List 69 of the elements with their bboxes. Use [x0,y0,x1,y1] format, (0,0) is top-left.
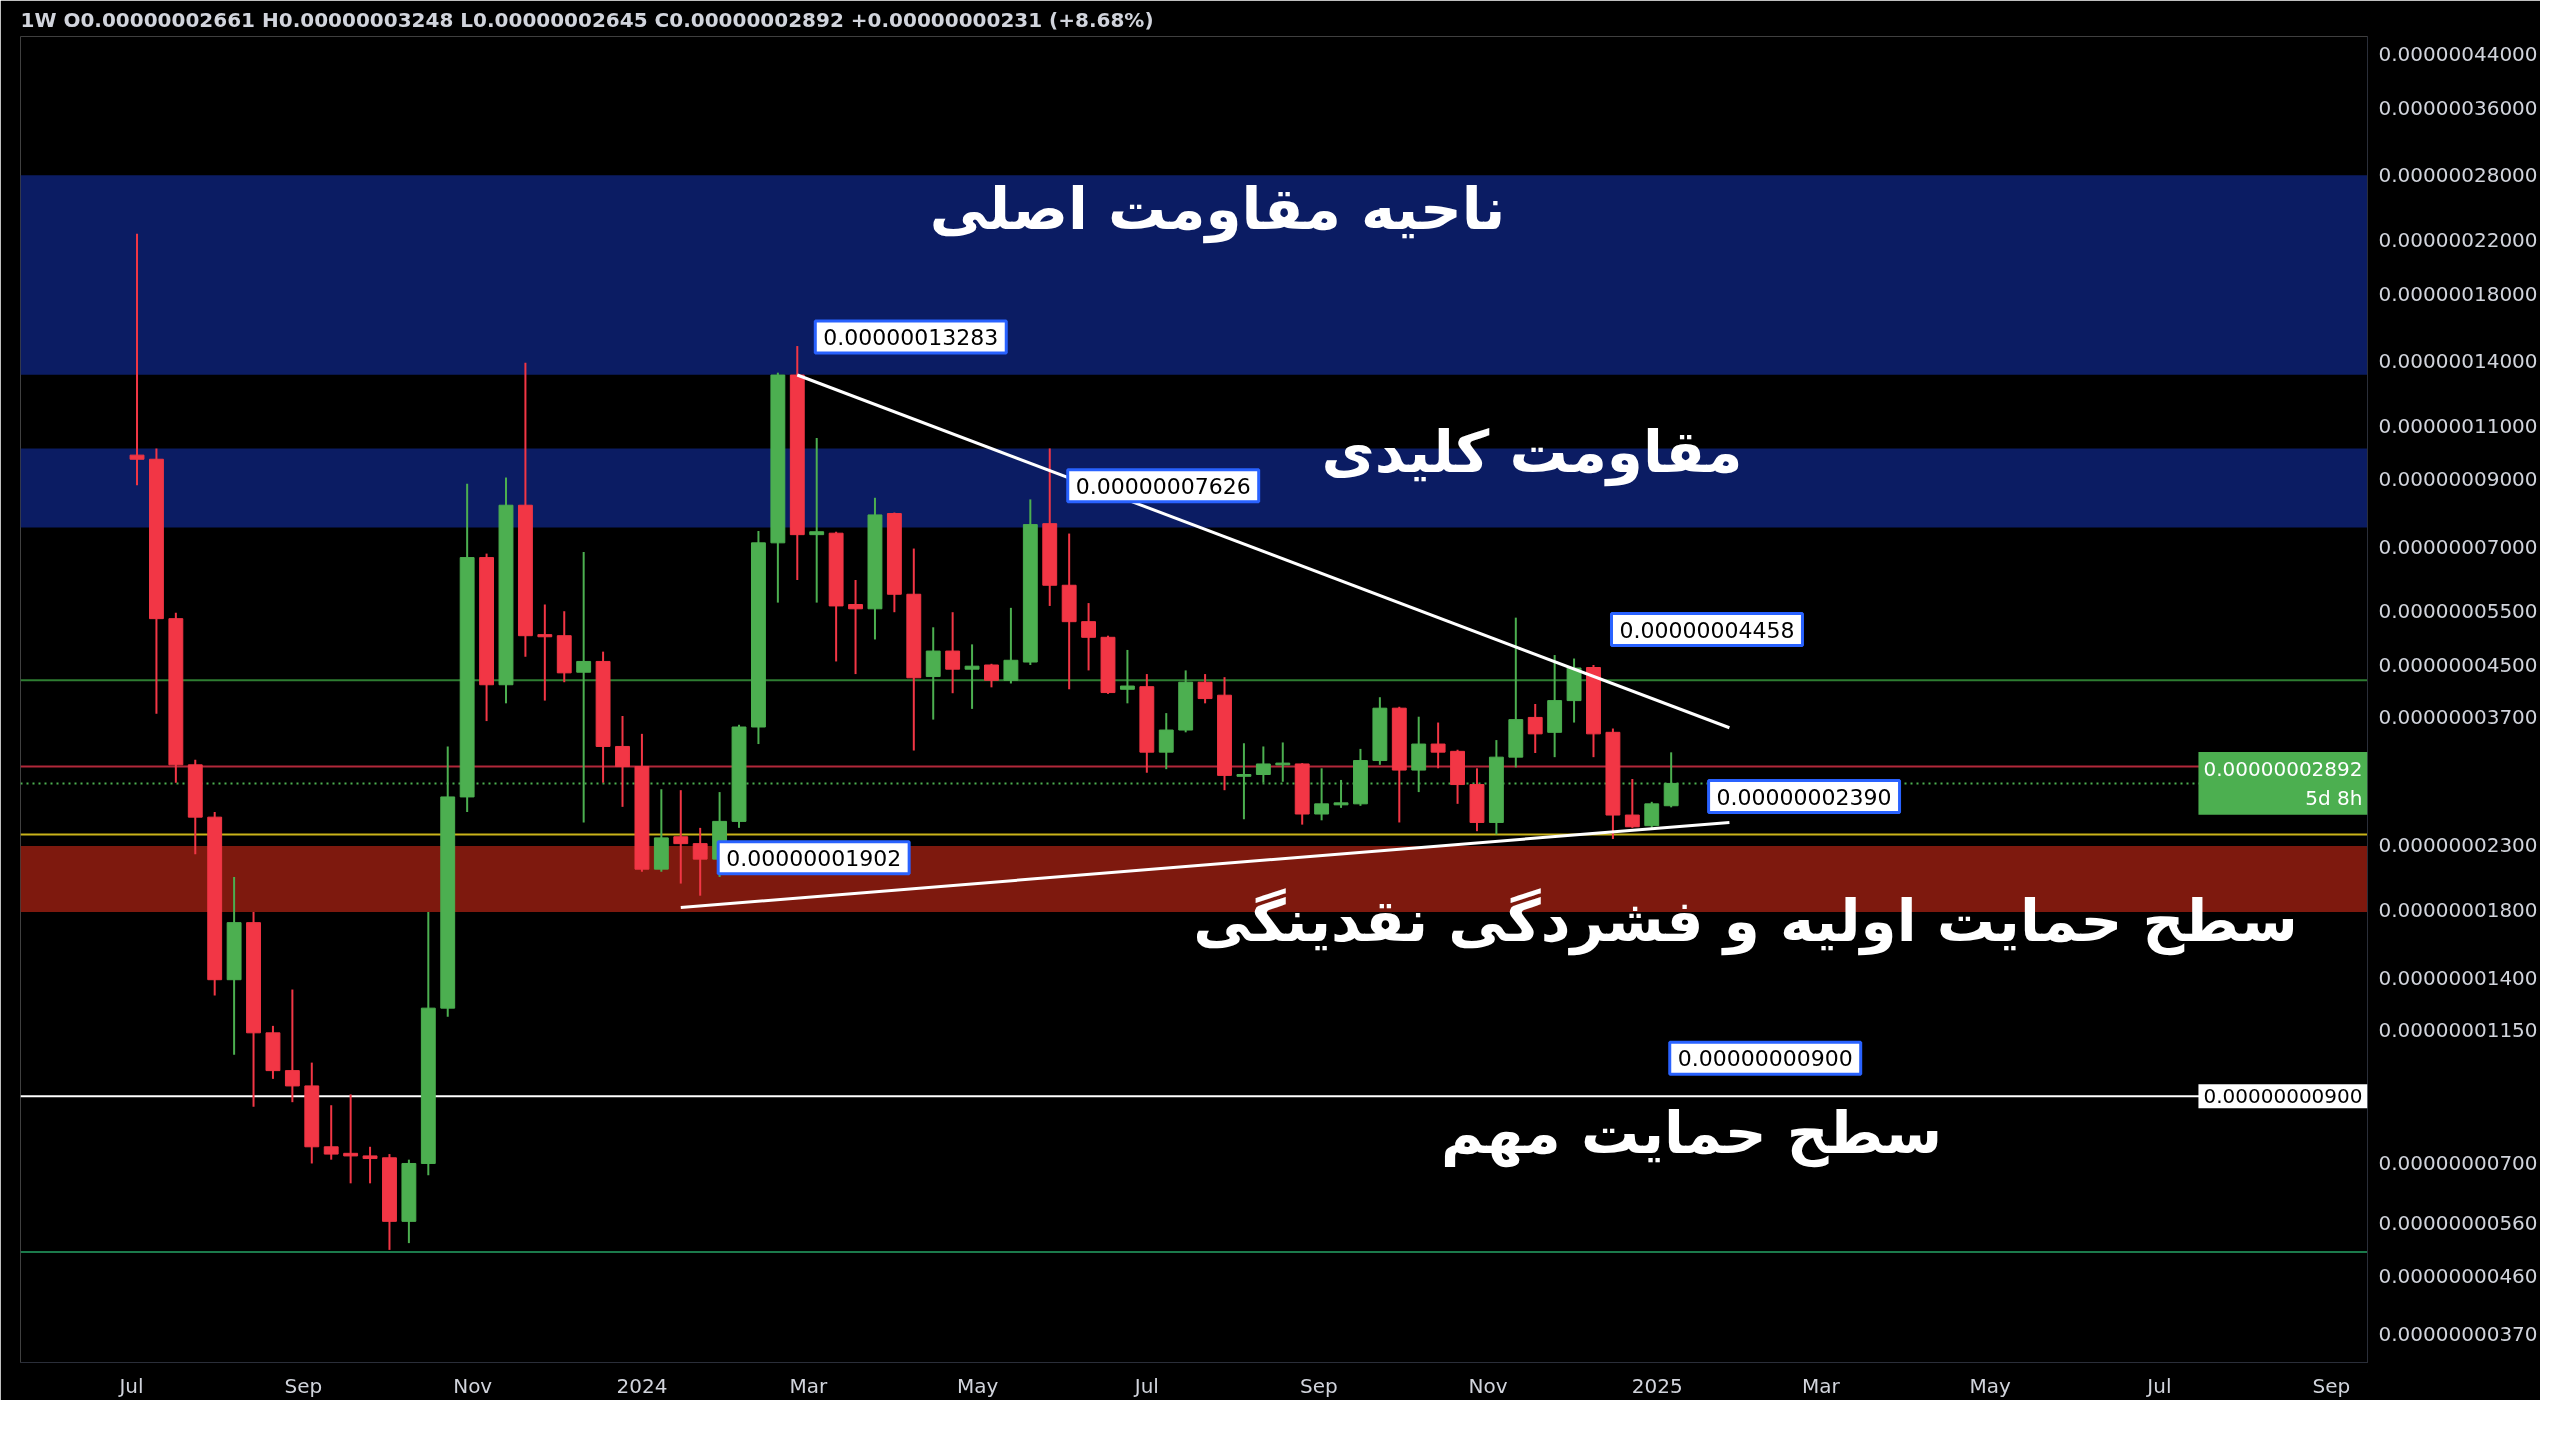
candlestick [343,1093,359,1185]
candlestick [1003,606,1019,685]
y-tick-label: 0.00000000700 [2378,1151,2538,1176]
candlestick [1158,712,1174,771]
x-tick-label: 2024 [616,1373,668,1398]
y-tick-label: 0.00000036000 [2378,95,2538,120]
candlestick [692,826,708,897]
y-tick-label: 0.00000022000 [2378,227,2538,252]
candlestick [945,611,961,695]
candlestick [1527,703,1543,754]
candlestick [615,714,630,808]
x-tick-label: Nov [1468,1373,1508,1398]
x-tick-label: Mar [1802,1373,1841,1398]
annotation: 0.00000001902 [726,845,902,871]
y-tick-label: 0.00000009000 [2378,467,2538,492]
y-tick-label: 0.00000028000 [2378,163,2538,188]
y-tick-label: 0.00000000460 [2378,1263,2538,1288]
x-tick-label: Sep [1299,1373,1338,1398]
x-tick-label: 2025 [1631,1373,1683,1398]
candlestick [129,232,145,487]
annotation: 0.00000000900 [1677,1046,1853,1072]
x-tick-label: Nov [453,1373,493,1398]
y-tick-label: 0.00000011000 [2378,413,2538,438]
candlestick [673,789,689,885]
y-tick-label: 0.00000000560 [2378,1211,2538,1236]
x-tick-label: May [956,1373,999,1398]
annotation: 0.00000013283 [823,325,999,351]
y-tick-label: 0.00000003700 [2378,705,2538,730]
y-tick-label: 0.00000002300 [2378,832,2538,857]
candlestick [848,579,863,676]
annotation: 0.00000002390 [1716,784,1892,810]
x-tick-label: Jul [1132,1373,1159,1398]
y-tick-label: 0.00000005500 [2378,599,2538,624]
y-tick-label: 0.00000001400 [2378,965,2538,990]
candlestick [323,1104,339,1161]
ref-line-label: 0.00000000900 [2203,1084,2363,1109]
y-tick-label: 0.00000007000 [2378,534,2538,559]
candlestick [537,603,553,702]
x-tick-label: Jul [117,1373,144,1398]
y-tick-label: 0.00000044000 [2378,42,2538,67]
annotation: سطح حمایت اولیه و فشردگی نقدینگی [1193,886,2298,956]
candlestick [1644,800,1660,829]
candlestick [1119,648,1135,705]
y-tick-label: 0.00000001150 [2378,1018,2538,1043]
x-tick-label: May [1969,1373,2012,1398]
y-tick-label: 0.00000000370 [2378,1322,2538,1347]
candlestick [964,643,980,710]
y-tick-label: 0.00000004500 [2378,652,2538,677]
ref-line-label: 0.00000002892 5d 8h [2203,757,2363,810]
x-tick-label: Sep [284,1373,323,1398]
y-tick-label: 0.00000018000 [2378,281,2538,306]
y-tick-label: 0.00000014000 [2378,348,2538,373]
chart-title: 1W O0.00000002661 H0.00000003248 L0.00000002645 C0.00000002892 +0.00000000231 (+8.68%) [20,7,1154,32]
candlestick [1197,673,1213,705]
annotation: مقاومت کلیدی [1321,417,1743,487]
annotation: سطح حمایت مهم [1441,1099,1943,1169]
x-tick-label: Mar [789,1373,829,1398]
candlestick [284,988,300,1104]
annotation: ناحیه مقاومت اصلی [929,174,1506,244]
candlestick [1430,721,1446,770]
candlestick [809,437,825,604]
annotation: 0.00000004458 [1619,617,1795,643]
x-tick-label: Sep [2312,1373,2351,1398]
annotation: 0.00000007626 [1075,473,1251,499]
x-tick-label: Jul [2145,1373,2172,1398]
candlestick [1081,602,1097,672]
candlestick [362,1145,378,1185]
y-tick-label: 0.00000001800 [2378,898,2538,923]
candlestick [1624,778,1640,829]
